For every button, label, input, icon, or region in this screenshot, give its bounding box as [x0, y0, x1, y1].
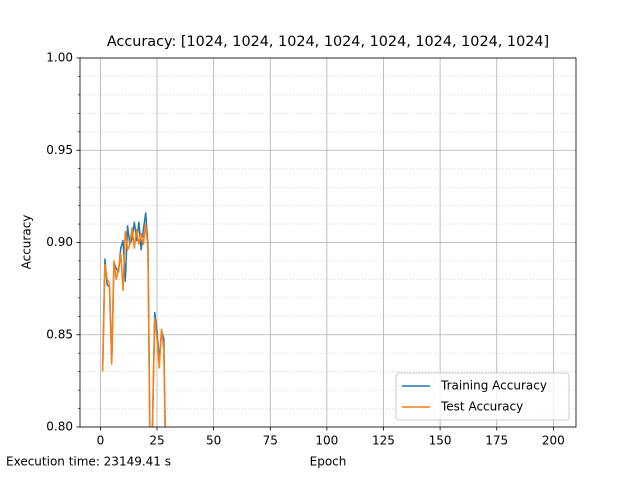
y-axis-label: Accuracy: [20, 215, 34, 270]
legend-label: Training Accuracy: [440, 379, 547, 393]
y-tick-label: 0.85: [46, 327, 73, 341]
x-tick-label: 25: [149, 434, 164, 448]
y-tick-label: 0.90: [46, 235, 73, 249]
annotation: Execution time: 23149.41 s: [6, 455, 171, 469]
legend-label: Test Accuracy: [440, 400, 523, 414]
x-tick-label: 0: [97, 434, 105, 448]
x-tick-label: 100: [315, 434, 338, 448]
y-tick-label: 1.00: [46, 51, 73, 65]
x-tick-label: 75: [263, 434, 278, 448]
x-tick-label: 125: [372, 434, 395, 448]
plot-area: [101, 212, 166, 427]
legend-box: [395, 372, 570, 421]
chart-title: Accuracy: [1024, 1024, 1024, 1024, 1024,…: [107, 34, 549, 50]
y-tick-label: 0.80: [46, 420, 73, 434]
line-series: [101, 223, 166, 427]
x-axis-label: Epoch: [310, 455, 347, 469]
axes-frame: [79, 57, 577, 428]
x-tick-label: 175: [485, 434, 508, 448]
x-tick-label: 150: [429, 434, 452, 448]
y-tick-label: 0.95: [46, 143, 73, 157]
x-tick-label: 50: [206, 434, 221, 448]
x-tick-label: 200: [542, 434, 565, 448]
